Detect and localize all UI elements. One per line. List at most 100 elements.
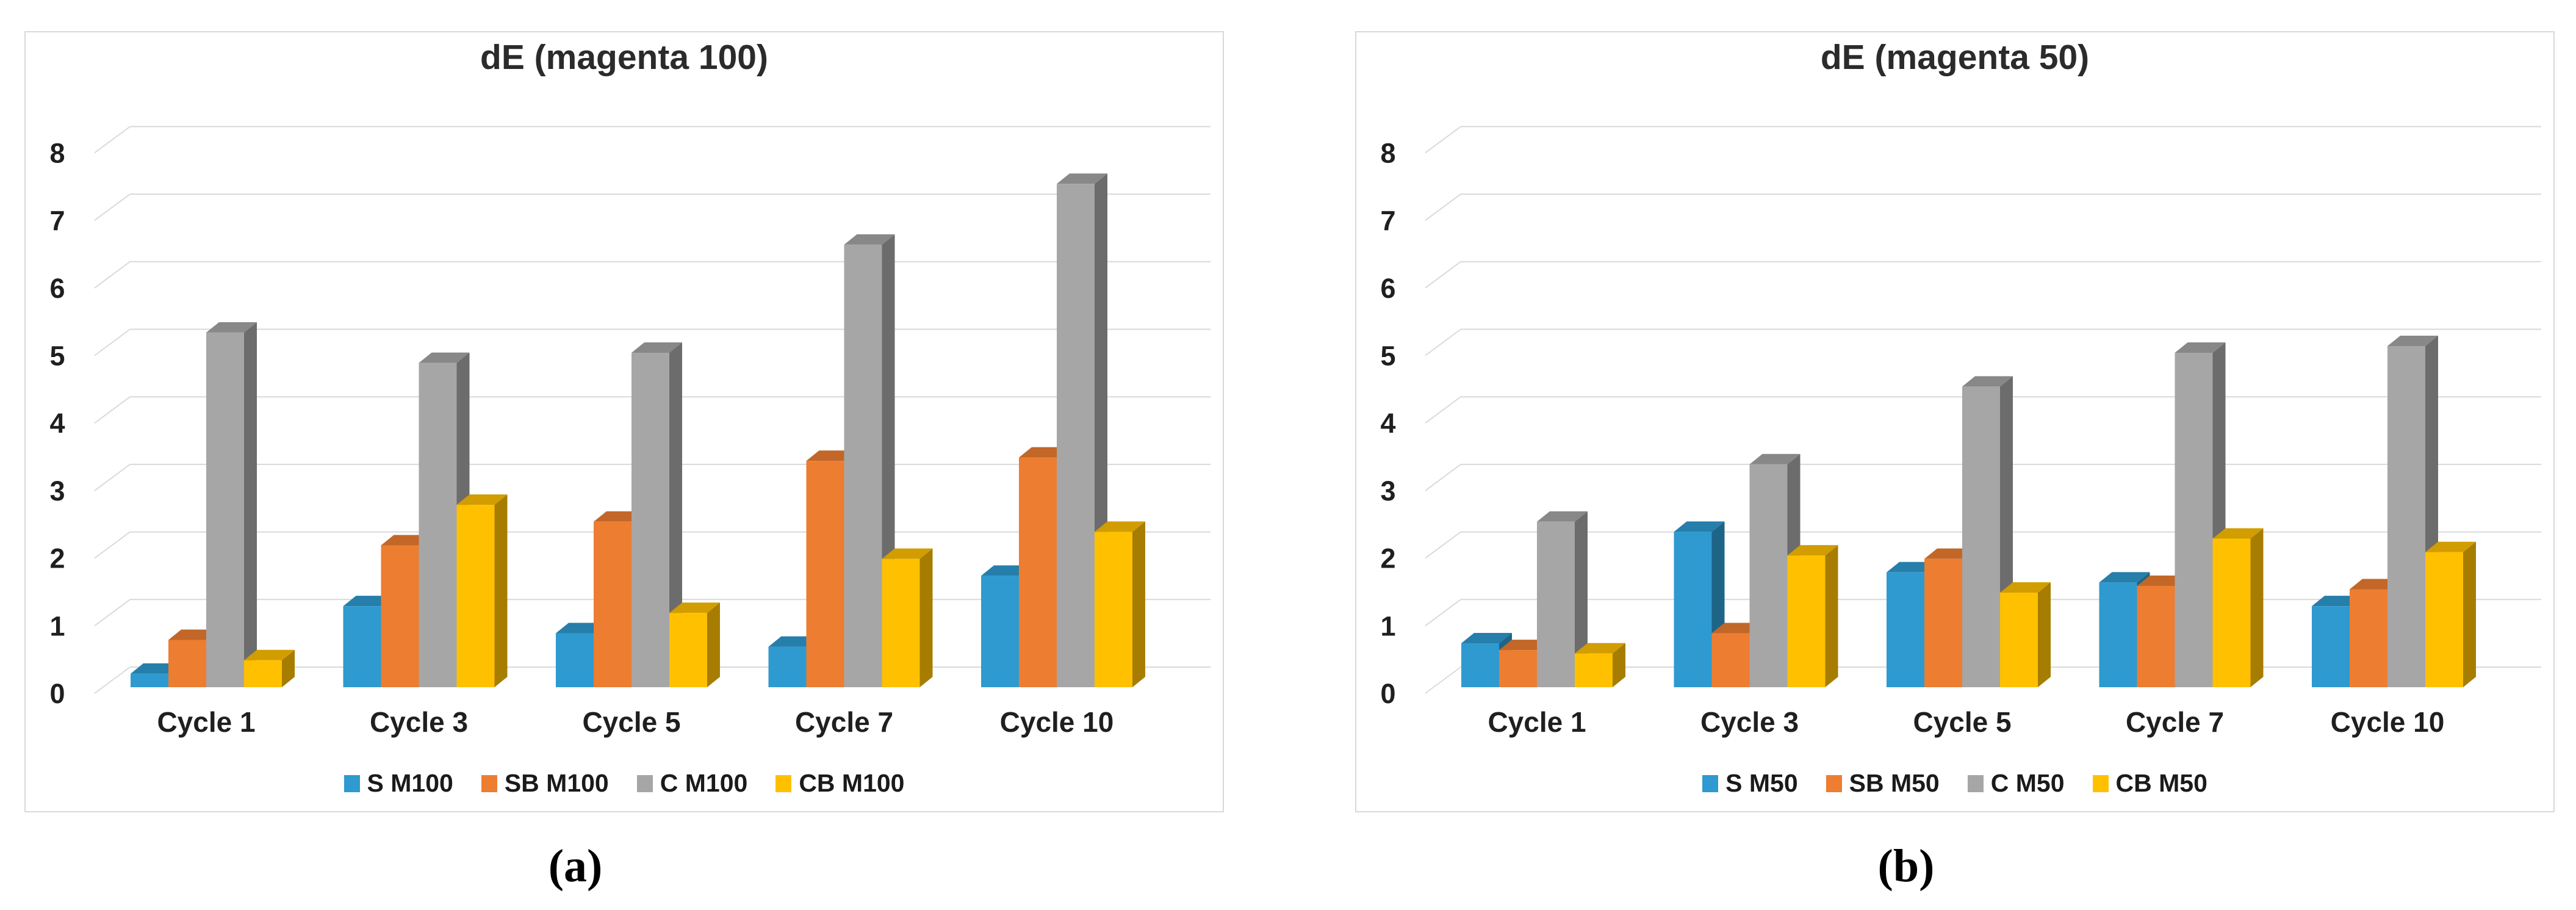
bar-front-face (1749, 464, 1788, 687)
bar-C-M50-Cycle-1 (1537, 511, 1588, 687)
bar-CB-M100-Cycle-7 (882, 548, 933, 687)
gridline-diagonal (94, 126, 131, 154)
bar-CB-M50-Cycle-10 (2425, 541, 2476, 687)
legend-label: SB M100 (504, 769, 609, 797)
bar-top-face (2175, 342, 2226, 353)
category-label: Cycle 7 (795, 706, 893, 738)
bar-front-face (882, 558, 920, 687)
y-tick-label: 0 (49, 678, 65, 709)
bar-front-face (1711, 633, 1750, 687)
bar-top-face (844, 234, 895, 245)
bar-side-face (1825, 545, 1838, 687)
bar-top-face (631, 342, 682, 353)
bar-front-face (2000, 593, 2038, 687)
gridline-diagonal (1425, 464, 1461, 491)
legend-swatch (1702, 775, 1719, 792)
y-tick-label: 5 (1380, 341, 1395, 372)
bar-front-face (2350, 589, 2387, 687)
bar-side-face (919, 548, 933, 687)
bar-top-face (1575, 643, 1625, 654)
bar-front-face (2387, 345, 2425, 687)
legend-label: C M50 (1990, 769, 2065, 797)
legend-swatch (1967, 775, 1984, 792)
bar-front-face (844, 244, 882, 687)
y-tick-label: 5 (49, 341, 65, 372)
legend-label: CB M50 (2115, 769, 2207, 797)
bar-top-face (1749, 453, 1801, 464)
category-label: Cycle 1 (1488, 706, 1586, 738)
y-tick-label: 8 (49, 137, 65, 168)
gridline-diagonal (1425, 328, 1461, 356)
bar-CB-M100-Cycle-3 (456, 494, 508, 687)
gridline-diagonal (94, 193, 131, 221)
bar-top-face (1962, 376, 2013, 387)
y-tick-label: 2 (49, 543, 65, 574)
bar-front-face (1057, 184, 1095, 687)
legend-swatch (775, 775, 792, 792)
chart-legend: S M50 SB M50 C M50 CB M50 (1356, 769, 2553, 798)
chart-legend: S M100 SB M100 C M100 CB M100 (26, 769, 1223, 798)
bar-front-face (768, 646, 807, 687)
bar-front-face (1887, 572, 1924, 687)
chart-panel-magenta-50: dE (magenta 50) 0 1 2 3 4 5 6 7 8 Cycle 1 Cycle 3 C… (1355, 31, 2555, 812)
bar-front-face (1674, 532, 1712, 687)
bar-side-face (669, 342, 682, 687)
subfigure-label-a: (a) (548, 840, 603, 892)
bar-front-face (168, 640, 206, 687)
bar-top-face (244, 649, 295, 660)
legend-item: CB M100 (775, 769, 904, 798)
bar-front-face (2425, 552, 2463, 687)
bar-CB-M100-Cycle-1 (244, 649, 295, 687)
legend-item: CB M50 (2092, 769, 2207, 798)
y-tick-label: 6 (49, 273, 65, 304)
chart-title: dE (magenta 100) (480, 38, 768, 77)
bar-top-face (1095, 521, 1145, 532)
bar-front-face (381, 545, 419, 687)
bar-front-face (594, 521, 631, 687)
bar-front-face (1575, 653, 1613, 687)
bar-top-face (2212, 528, 2264, 539)
bar-side-face (1575, 511, 1588, 687)
bar-side-face (2250, 528, 2264, 687)
gridline-diagonal (94, 261, 131, 289)
bar-front-face (1499, 650, 1537, 687)
gridline-diagonal (1425, 396, 1461, 424)
category-label: Cycle 10 (1000, 706, 1114, 738)
bar-front-face (2175, 353, 2213, 687)
bar-front-face (2099, 582, 2137, 687)
bar-front-face (2212, 538, 2251, 687)
bar-CB-M50-Cycle-5 (2000, 582, 2051, 687)
legend-swatch (2092, 775, 2109, 792)
gridline-diagonal (94, 328, 131, 356)
bar-CB-M50-Cycle-7 (2212, 528, 2264, 687)
y-tick-label: 3 (1380, 475, 1395, 507)
bar-CB-M100-Cycle-10 (1095, 521, 1145, 687)
bar-top-face (1787, 545, 1838, 556)
bar-side-face (282, 649, 295, 687)
bar-front-face (631, 353, 669, 687)
y-tick-label: 6 (1380, 273, 1395, 304)
bar-CB-M50-Cycle-1 (1575, 643, 1625, 687)
gridline-diagonal (94, 666, 131, 694)
legend-label: CB M100 (799, 769, 905, 797)
bar-front-face (1095, 532, 1132, 687)
category-label: Cycle 10 (2331, 706, 2445, 738)
bar-front-face (1787, 555, 1826, 687)
chart-title: dE (magenta 50) (1820, 38, 2090, 77)
y-tick-label: 1 (49, 610, 65, 641)
gridline-diagonal (1425, 531, 1461, 559)
bar-top-face (1674, 521, 1725, 532)
gridline-diagonal (94, 464, 131, 491)
y-tick-label: 0 (1380, 678, 1395, 709)
bar-side-face (2038, 582, 2051, 687)
bar-side-face (2463, 541, 2476, 687)
bar-top-face (206, 322, 257, 333)
legend-label: S M100 (367, 769, 453, 797)
gridline-diagonal (94, 396, 131, 424)
legend-item: S M50 (1702, 769, 1798, 798)
bar-side-face (494, 494, 508, 687)
bar-top-face (1537, 511, 1588, 522)
bar-front-face (1537, 521, 1575, 687)
y-tick-label: 3 (49, 475, 65, 507)
bars (131, 173, 1145, 687)
